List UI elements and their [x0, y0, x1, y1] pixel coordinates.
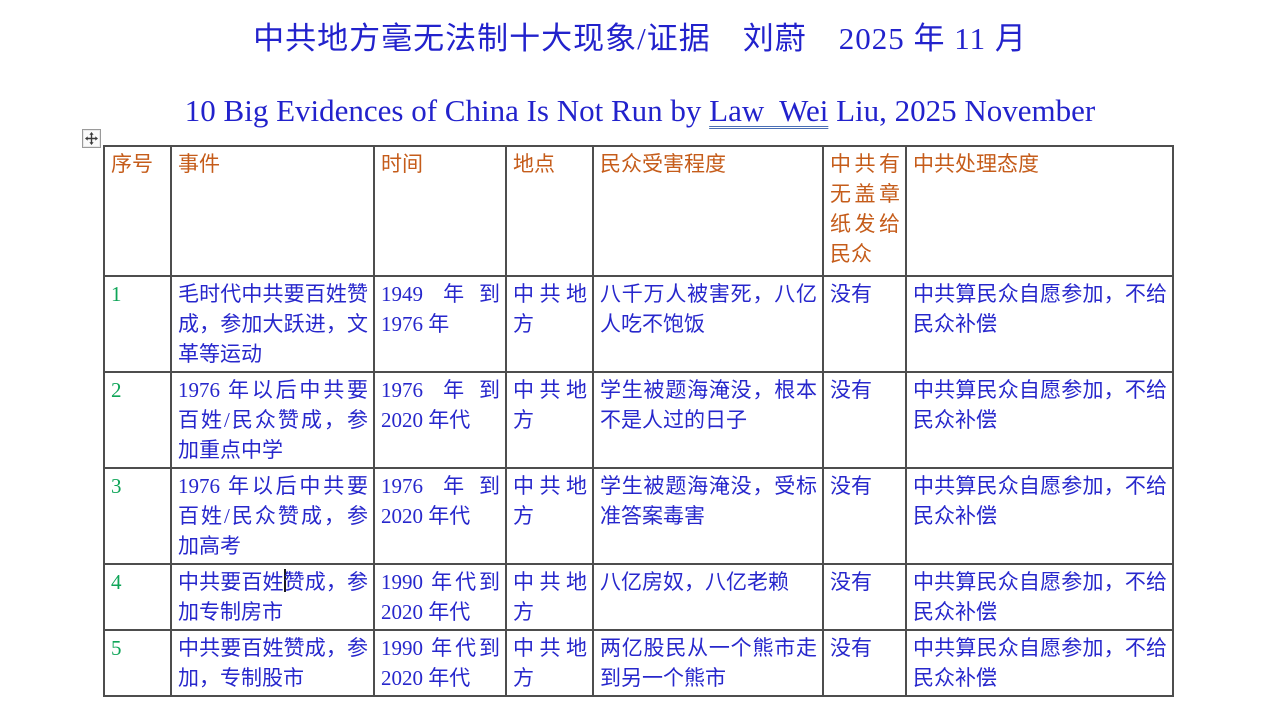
table-row: 3 1976 年以后中共要百姓/民众赞成，参加高考 1976 年到 2020 年… [103, 467, 1174, 565]
evidence-table: 序号 事件 时间 地点 民众受害程度 中共有无盖章纸发给民众 中共处理态度 1 … [103, 145, 1174, 697]
cell-time[interactable]: 1949 年到 1976 年 [373, 275, 507, 373]
cell-place[interactable]: 中共地方 [505, 371, 594, 469]
header-cell-stamp[interactable]: 中共有无盖章纸发给民众 [822, 145, 907, 277]
cell-stamp[interactable]: 没有 [822, 371, 907, 469]
cell-event[interactable]: 1976 年以后中共要百姓/民众赞成，参加高考 [170, 467, 375, 565]
cell-row-number[interactable]: 1 [103, 275, 172, 373]
cell-time[interactable]: 1990 年代到 2020 年代 [373, 629, 507, 697]
table-row: 4 中共要百姓赞成，参加专制房市 1990 年代到 2020 年代 中共地方 八… [103, 563, 1174, 631]
cell-attitude[interactable]: 中共算民众自愿参加，不给民众补偿 [905, 563, 1174, 631]
move-cross-icon [85, 132, 98, 145]
cell-attitude[interactable]: 中共算民众自愿参加，不给民众补偿 [905, 371, 1174, 469]
table-row: 1 毛时代中共要百姓赞成，参加大跃进，文革等运动 1949 年到 1976 年 … [103, 275, 1174, 373]
cell-event[interactable]: 毛时代中共要百姓赞成，参加大跃进，文革等运动 [170, 275, 375, 373]
table-move-handle-icon[interactable] [82, 129, 101, 148]
cell-place[interactable]: 中共地方 [505, 467, 594, 565]
cell-row-number[interactable]: 5 [103, 629, 172, 697]
title-en-underlined-text: Law Wei [709, 93, 829, 128]
cell-harm[interactable]: 学生被题海淹没，受标准答案毒害 [592, 467, 824, 565]
title-en-prefix: 10 Big Evidences of China Is Not Run by [184, 93, 710, 128]
cell-row-number[interactable]: 4 [103, 563, 172, 631]
cell-harm[interactable]: 八亿房奴，八亿老赖 [592, 563, 824, 631]
cell-harm[interactable]: 八千万人被害死，八亿人吃不饱饭 [592, 275, 824, 373]
cell-attitude[interactable]: 中共算民众自愿参加，不给民众补偿 [905, 275, 1174, 373]
cell-time[interactable]: 1976 年到 2020 年代 [373, 371, 507, 469]
text-caret [283, 569, 286, 592]
header-cell-event[interactable]: 事件 [170, 145, 375, 277]
cell-harm[interactable]: 学生被题海淹没，根本不是人过的日子 [592, 371, 824, 469]
header-cell-time[interactable]: 时间 [373, 145, 507, 277]
document-title-chinese[interactable]: 中共地方毫无法制十大现象/证据 刘蔚 2025 年 11 月 [253, 21, 1027, 56]
cell-event[interactable]: 1976 年以后中共要百姓/民众赞成，参加重点中学 [170, 371, 375, 469]
cell-place[interactable]: 中共地方 [505, 629, 594, 697]
cell-time[interactable]: 1990 年代到 2020 年代 [373, 563, 507, 631]
cell-place[interactable]: 中共地方 [505, 275, 594, 373]
table-row: 5 中共要百姓赞成，参加，专制股市 1990 年代到 2020 年代 中共地方 … [103, 629, 1174, 697]
cell-stamp[interactable]: 没有 [822, 629, 907, 697]
cell-attitude[interactable]: 中共算民众自愿参加，不给民众补偿 [905, 467, 1174, 565]
header-cell-place[interactable]: 地点 [505, 145, 594, 277]
cell-row-number[interactable]: 2 [103, 371, 172, 469]
cell-stamp[interactable]: 没有 [822, 563, 907, 631]
cell-stamp[interactable]: 没有 [822, 275, 907, 373]
cell-event-text-after-caret: 赞成，参加专制房市 [178, 570, 369, 624]
cell-event[interactable]: 中共要百姓赞成，参加，专制股市 [170, 629, 375, 697]
header-cell-no[interactable]: 序号 [103, 145, 172, 277]
header-cell-harm[interactable]: 民众受害程度 [592, 145, 824, 277]
table-header-row: 序号 事件 时间 地点 民众受害程度 中共有无盖章纸发给民众 中共处理态度 [103, 145, 1174, 277]
table-row: 2 1976 年以后中共要百姓/民众赞成，参加重点中学 1976 年到 2020… [103, 371, 1174, 469]
cell-attitude[interactable]: 中共算民众自愿参加，不给民众补偿 [905, 629, 1174, 697]
cell-row-number[interactable]: 3 [103, 467, 172, 565]
cell-event-text-before-caret: 中共要百姓 [178, 570, 284, 594]
document-title-english[interactable]: 10 Big Evidences of China Is Not Run by … [0, 91, 1280, 131]
cell-time[interactable]: 1976 年到 2020 年代 [373, 467, 507, 565]
cell-event[interactable]: 中共要百姓赞成，参加专制房市 [170, 563, 375, 631]
cell-place[interactable]: 中共地方 [505, 563, 594, 631]
title-en-suffix: Liu, 2025 November [828, 93, 1096, 128]
cell-stamp[interactable]: 没有 [822, 467, 907, 565]
cell-harm[interactable]: 两亿股民从一个熊市走到另一个熊市 [592, 629, 824, 697]
header-cell-attitude[interactable]: 中共处理态度 [905, 145, 1174, 277]
